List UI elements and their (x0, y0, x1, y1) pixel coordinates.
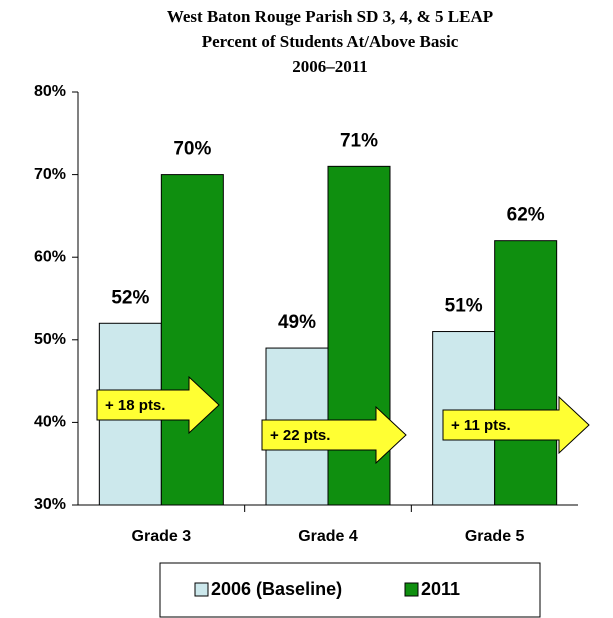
chart-title: West Baton Rouge Parish SD 3, 4, & 5 LEA… (167, 7, 493, 26)
y-tick-label: 80% (34, 83, 66, 100)
bar (494, 240, 558, 506)
annotation: + 18 pts. (105, 397, 165, 414)
annotation-arrow (442, 395, 590, 455)
value-label: 52% (111, 287, 149, 308)
x-tick-label: Grade 5 (465, 528, 525, 545)
legend-swatch (404, 582, 419, 597)
annotation: + 11 pts. (451, 417, 511, 434)
legend-label: 2011 (421, 579, 460, 599)
value-label: 51% (445, 296, 483, 317)
bar (160, 174, 224, 506)
x-tick-label: Grade 4 (298, 528, 358, 545)
legend-label: 2006 (Baseline) (211, 579, 342, 599)
y-tick-label: 30% (34, 496, 66, 513)
legend-swatch (194, 582, 209, 597)
annotation-arrow (96, 375, 220, 435)
value-label: 49% (278, 312, 316, 333)
annotation-arrow (261, 405, 407, 465)
chart-title: 2006–2011 (292, 57, 368, 76)
value-label: 70% (173, 139, 211, 160)
y-tick-label: 50% (34, 331, 66, 348)
y-tick-label: 70% (34, 166, 66, 183)
value-label: 62% (507, 205, 545, 226)
chart-title: Percent of Students At/Above Basic (202, 32, 459, 51)
y-tick-label: 40% (34, 414, 66, 431)
annotation: + 22 pts. (270, 427, 330, 444)
x-tick-label: Grade 3 (132, 528, 192, 545)
y-tick-label: 60% (34, 248, 66, 265)
value-label: 71% (340, 130, 378, 151)
legend-box (159, 562, 541, 618)
